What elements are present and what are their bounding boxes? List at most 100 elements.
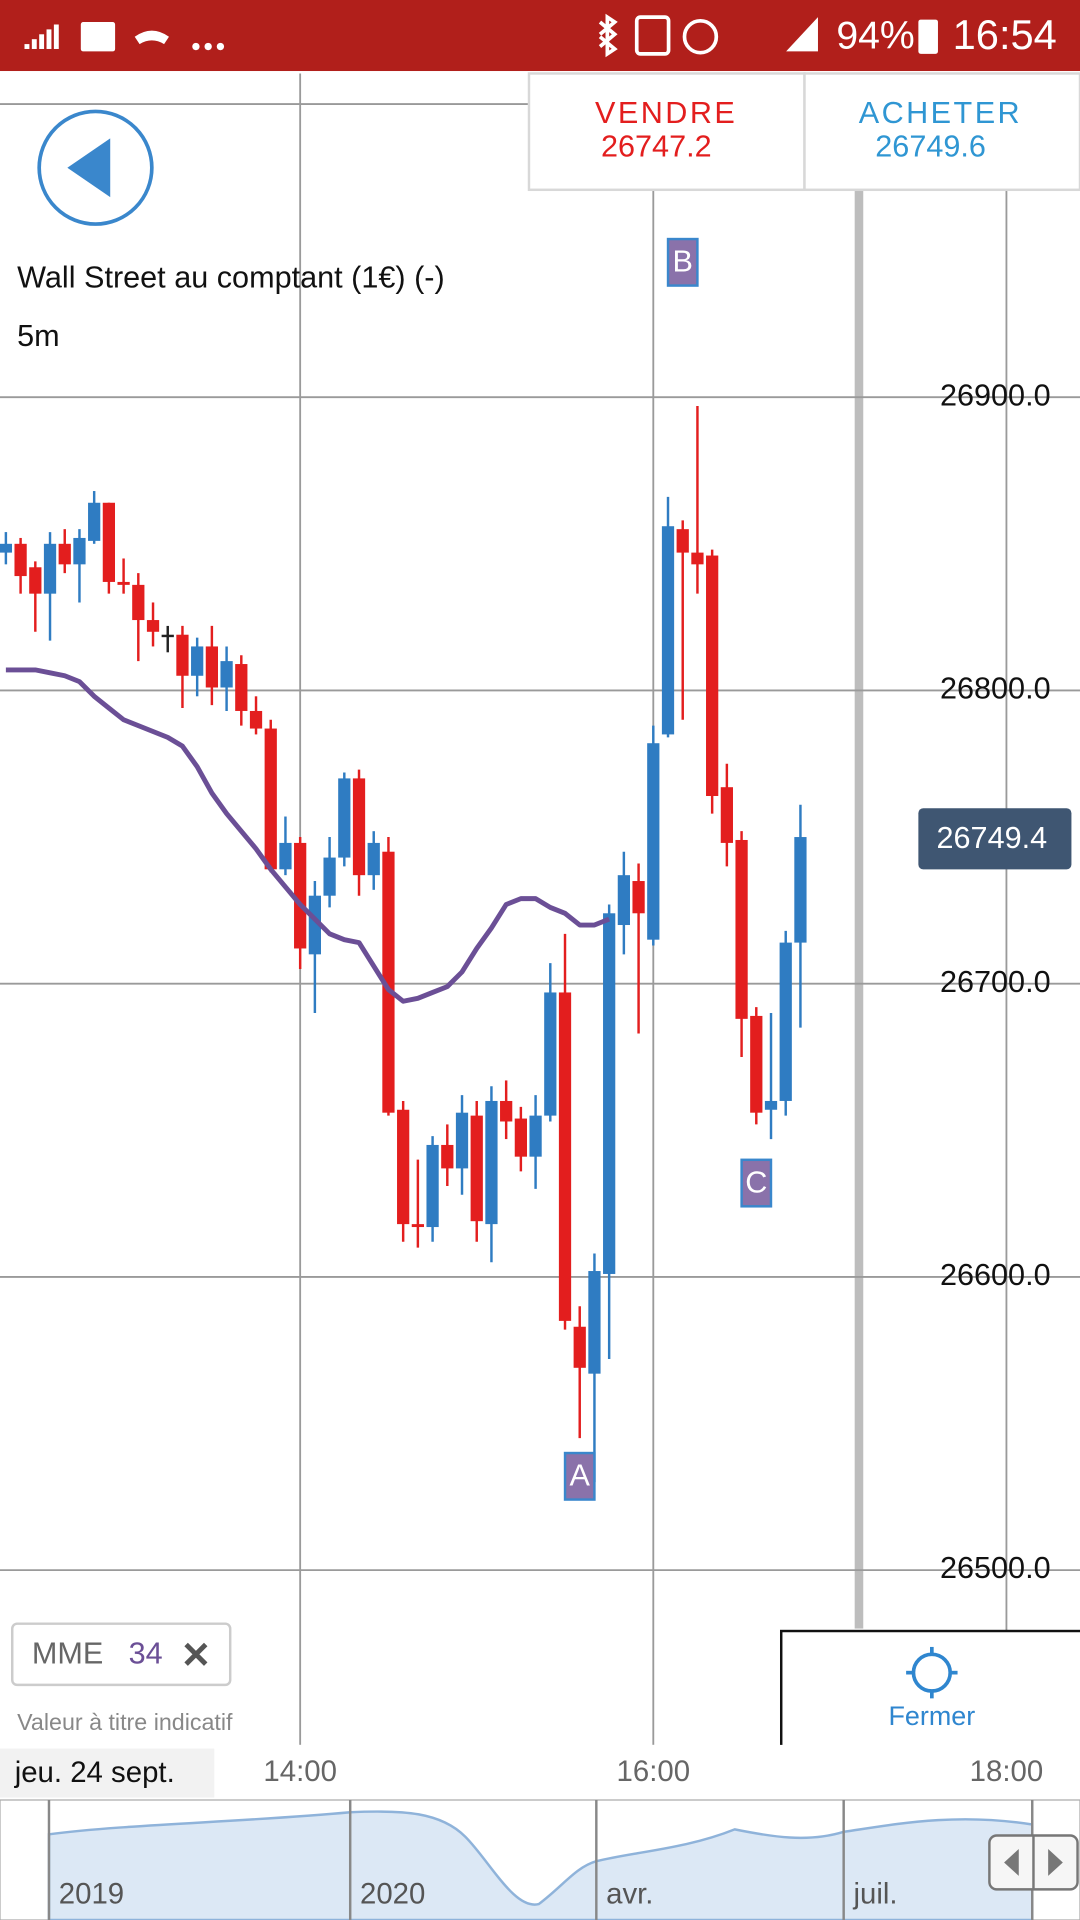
candle-body [603, 913, 616, 1274]
indicator-chip[interactable] [11, 1622, 232, 1687]
disclaimer: Valeur à titre indicatif [17, 1709, 233, 1735]
navigator-label: 2020 [360, 1877, 425, 1910]
overlay: 26500.0 26600.0 26700.0 26800.0 26900.0 A B C 26… [563, 237, 1072, 1585]
candle-body [294, 842, 307, 949]
grid [0, 73, 1080, 1745]
sell-button[interactable] [527, 72, 806, 192]
candle-body [426, 1144, 439, 1228]
candle-body [441, 1144, 454, 1169]
indicator-name: MME [32, 1637, 103, 1671]
y-tick-label: 26800.0 [940, 672, 1051, 706]
candle-body [220, 661, 233, 688]
sell-label: VENDRE [595, 96, 737, 130]
y-tick-label: 26500.0 [940, 1551, 1051, 1585]
candle-body [544, 992, 557, 1116]
candle-body [676, 529, 689, 553]
candle-body [14, 543, 27, 577]
candle-body [691, 552, 704, 565]
candle-body [735, 839, 748, 1019]
candle-body [588, 1271, 601, 1374]
current-time-line [854, 189, 864, 1629]
y-tick-label: 26700.0 [940, 965, 1051, 999]
candle-body [529, 1115, 542, 1157]
candle-body [264, 728, 277, 870]
navigator-arrows[interactable] [988, 1834, 1079, 1891]
candle-body [235, 664, 248, 711]
candle-body [573, 1326, 586, 1368]
remove-indicator[interactable] [184, 1642, 208, 1666]
close-label: Fermer [888, 1701, 975, 1731]
y-tick-label: 26600.0 [940, 1258, 1051, 1292]
sell-price: 26747.2 [601, 129, 712, 163]
annotation-label: C [745, 1165, 767, 1199]
candle-body [205, 646, 219, 688]
date-label-bg [0, 1748, 215, 1798]
candle-body [176, 634, 189, 676]
candle-body [0, 543, 13, 553]
last-price-label: 26749.4 [937, 821, 1048, 855]
candle-body [308, 895, 321, 955]
candle-body [323, 857, 336, 896]
candle-body [279, 842, 292, 870]
candle-body [617, 875, 630, 926]
candle-body [43, 543, 57, 594]
candle-body [500, 1100, 513, 1122]
instrument-title: Wall Street au comptant (1€) (-) [17, 260, 445, 294]
x-tick-label: 16:00 [617, 1755, 691, 1788]
timeframe: 5m [17, 319, 60, 353]
navigator-sparkline [47, 1810, 1034, 1920]
candle-body [397, 1109, 410, 1225]
candle-body [706, 555, 719, 796]
candle-body [779, 942, 792, 1101]
candle-body [102, 502, 116, 582]
candle-body [249, 710, 263, 729]
clock: 16:54 [953, 11, 1057, 58]
crosshair-icon [906, 1646, 958, 1699]
x-axis: 14:00 16:00 18:00 [263, 1755, 1043, 1788]
status-bar [0, 0, 1080, 72]
candle-body [352, 778, 366, 876]
buy-price: 26749.6 [875, 129, 986, 163]
candle-body [338, 778, 351, 858]
buy-button[interactable] [803, 72, 1080, 192]
battery: 94% [836, 14, 914, 57]
candle-body [485, 1100, 498, 1225]
candle-body [764, 1100, 778, 1110]
buy-label: ACHETER [859, 96, 1022, 130]
candle-body [367, 842, 380, 876]
x-tick-label: 18:00 [970, 1755, 1044, 1788]
back-button[interactable] [37, 109, 154, 226]
candle-body [191, 646, 204, 676]
navigator-label: 2019 [59, 1877, 124, 1910]
candle-body [514, 1118, 527, 1157]
annotation-box [563, 1451, 596, 1501]
candle-body [558, 992, 572, 1321]
candle-body [661, 526, 675, 735]
ema-line [5, 667, 611, 1004]
candle-body [470, 1115, 483, 1222]
navigator-label: juil. [852, 1877, 897, 1910]
candle-body [411, 1224, 424, 1228]
candle-body [117, 581, 130, 585]
annotation-box [740, 1158, 773, 1208]
candle-body [647, 743, 660, 940]
candle-body [29, 567, 42, 594]
candle-body [88, 502, 101, 541]
candle-body [146, 620, 160, 632]
annotation-label: A [570, 1459, 591, 1493]
candle-body [632, 881, 645, 914]
indicator-period: 34 [129, 1637, 163, 1671]
candle-body [794, 837, 807, 943]
last-price-tag [918, 808, 1072, 870]
candle-body [132, 584, 145, 621]
y-tick-label: 26900.0 [940, 378, 1051, 412]
candle-body [382, 851, 395, 1113]
annotation-label: B [673, 245, 693, 279]
navigator-label: avr. [606, 1877, 653, 1910]
candle-body [750, 1015, 763, 1113]
candle-body [58, 543, 71, 565]
annotation-box [666, 237, 699, 287]
